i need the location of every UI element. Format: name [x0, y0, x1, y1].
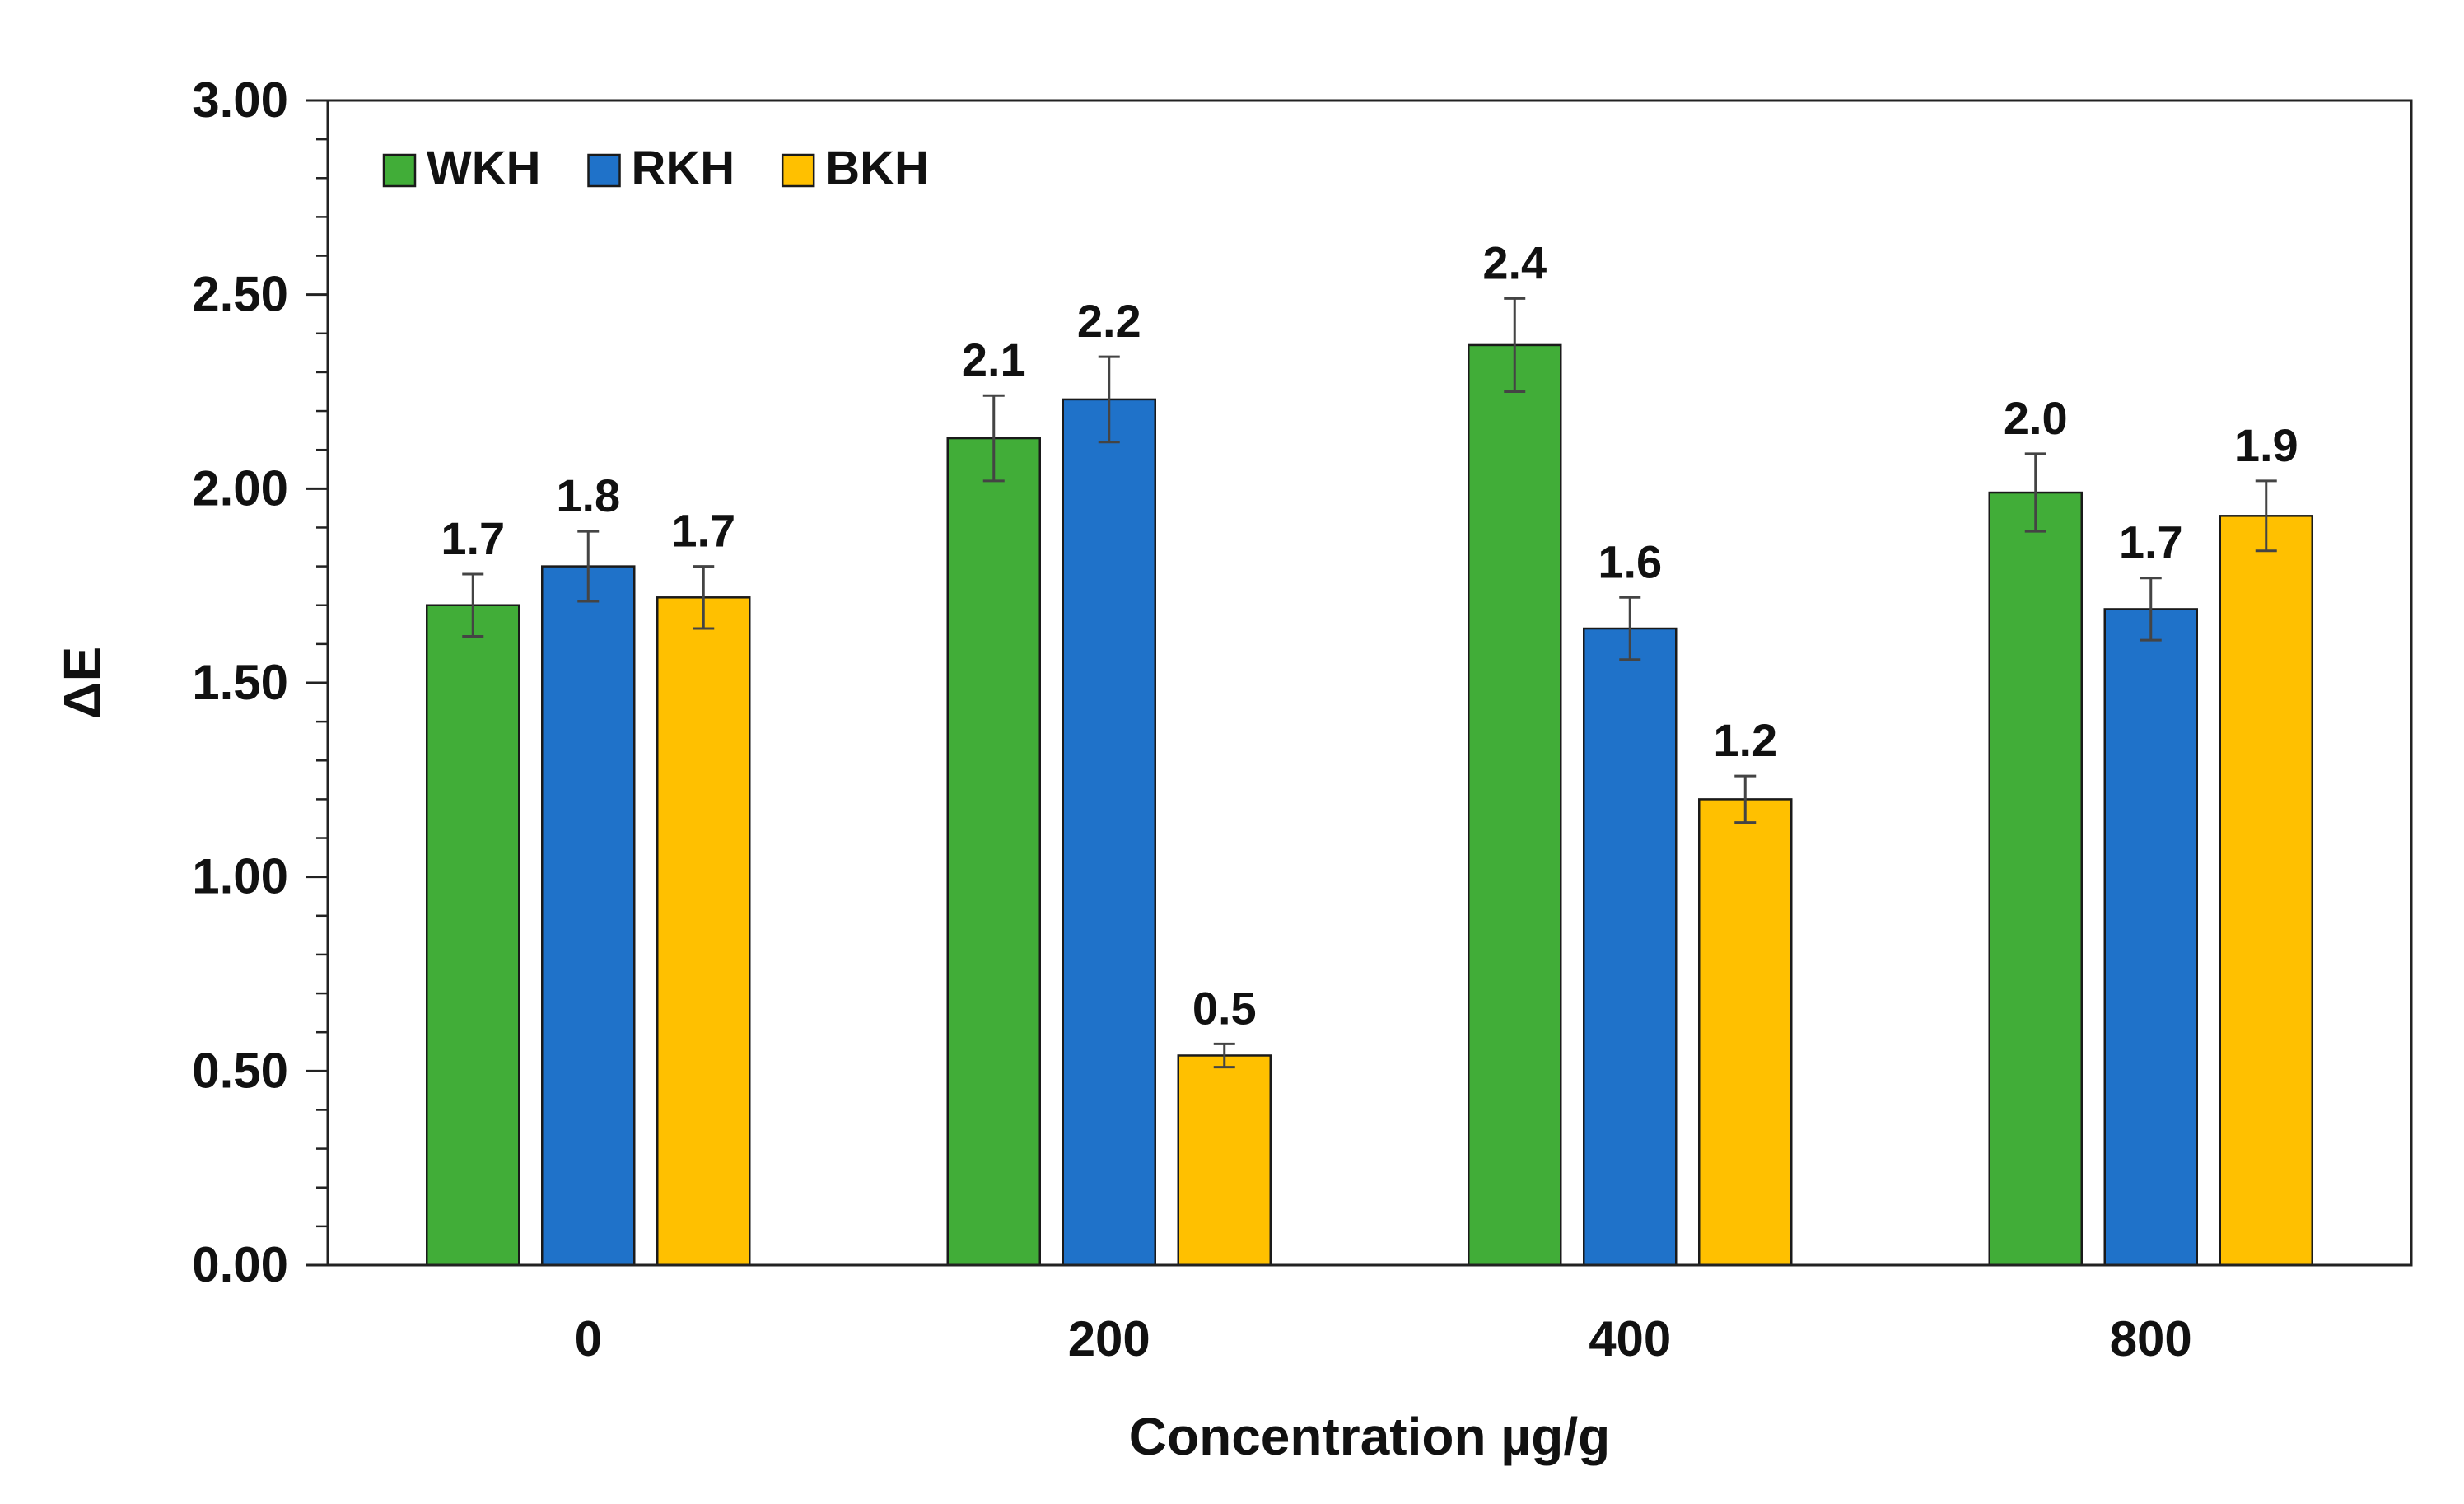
bar-bkh-800	[2220, 516, 2312, 1265]
y-tick-label: 0.00	[192, 1237, 288, 1292]
x-tick-label: 400	[1589, 1311, 1671, 1366]
data-label: 1.8	[556, 469, 620, 521]
bar-bkh-200	[1178, 1055, 1271, 1265]
y-tick-label: 1.50	[192, 655, 288, 710]
x-tick-label: 0	[575, 1311, 602, 1366]
legend-swatch-wkh	[384, 155, 415, 186]
data-label: 1.7	[441, 512, 505, 564]
data-label: 2.1	[962, 334, 1026, 385]
bar-bkh-400	[1699, 799, 1791, 1265]
y-tick-label: 3.00	[192, 72, 288, 128]
bar-wkh-400	[1468, 345, 1561, 1265]
y-axis-title: ΔE	[53, 647, 112, 720]
data-label: 2.2	[1077, 295, 1141, 347]
x-axis-title: Concentration µg/g	[1129, 1407, 1610, 1466]
bar-wkh-200	[948, 438, 1040, 1265]
legend-label-bkh: BKH	[825, 142, 929, 195]
data-label: 2.0	[2004, 392, 2068, 444]
bar-rkh-800	[2105, 609, 2197, 1265]
data-label: 1.2	[1713, 714, 1777, 766]
data-label: 1.9	[2234, 419, 2298, 471]
bar-wkh-0	[427, 605, 519, 1265]
data-label: 2.4	[1482, 236, 1547, 288]
y-tick-label: 0.50	[192, 1043, 288, 1098]
y-tick-label: 1.00	[192, 849, 288, 904]
legend: WKH RKH BKH	[384, 142, 929, 195]
legend-swatch-bkh	[782, 155, 814, 186]
legend-label-rkh: RKH	[632, 142, 735, 195]
x-tick-label: 800	[2110, 1311, 2192, 1366]
y-tick-label: 2.00	[192, 460, 288, 516]
data-label: 1.7	[2119, 516, 2183, 568]
data-label: 0.5	[1192, 982, 1257, 1034]
bar-rkh-0	[542, 567, 634, 1265]
data-label: 1.6	[1598, 535, 1662, 587]
data-label: 1.7	[671, 505, 735, 557]
legend-label-wkh: WKH	[427, 142, 541, 195]
y-tick-label: 2.50	[192, 267, 288, 322]
x-tick-label: 200	[1068, 1311, 1150, 1366]
bar-rkh-200	[1063, 399, 1155, 1265]
bar-bkh-0	[657, 597, 749, 1265]
bar-rkh-400	[1584, 628, 1676, 1265]
bar-wkh-800	[1990, 493, 2082, 1265]
legend-swatch-rkh	[589, 155, 620, 186]
